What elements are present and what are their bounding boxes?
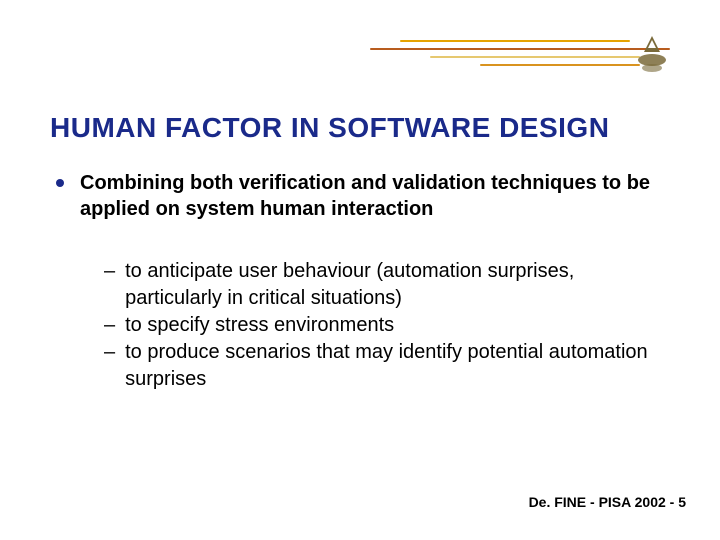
- brush-stroke: [480, 64, 640, 66]
- slide-body: Combining both verification and validati…: [56, 170, 664, 393]
- dash-icon: –: [104, 339, 115, 366]
- slide-title: HUMAN FACTOR IN SOFTWARE DESIGN: [50, 112, 670, 144]
- bullet-icon: [56, 179, 64, 187]
- list-item: – to anticipate user behaviour (automati…: [104, 258, 664, 312]
- brush-stroke: [370, 48, 670, 50]
- main-bullet: Combining both verification and validati…: [56, 170, 664, 222]
- list-item: – to specify stress environments: [104, 312, 664, 339]
- sub-item-text: to specify stress environments: [125, 312, 394, 339]
- sub-item-text: to anticipate user behaviour (automation…: [125, 258, 664, 312]
- list-item: – to produce scenarios that may identify…: [104, 339, 664, 393]
- brush-stroke: [430, 56, 640, 58]
- sub-bullet-list: – to anticipate user behaviour (automati…: [104, 258, 664, 393]
- dash-icon: –: [104, 258, 115, 285]
- emblem-icon: [632, 34, 672, 78]
- header-decoration: [370, 40, 690, 80]
- sub-item-text: to produce scenarios that may identify p…: [125, 339, 664, 393]
- dash-icon: –: [104, 312, 115, 339]
- brush-stroke: [400, 40, 630, 42]
- lead-text: Combining both verification and validati…: [80, 170, 664, 222]
- slide-footer: De. FINE - PISA 2002 - 5: [529, 494, 686, 510]
